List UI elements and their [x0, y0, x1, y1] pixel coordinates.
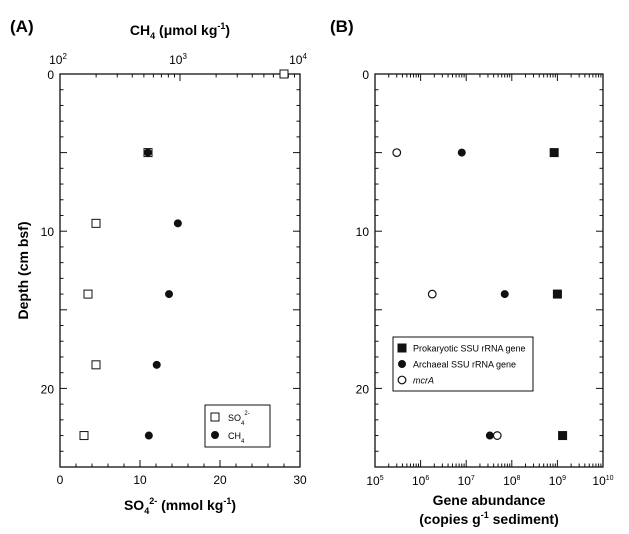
legend-b-label: Prokaryotic SSU rRNA gene [413, 344, 526, 354]
legend-b-swatch [397, 375, 407, 385]
so4-point [279, 69, 289, 79]
panel-label-a: (A) [10, 17, 34, 36]
ch4-point [152, 360, 161, 369]
archaeal-point [457, 148, 466, 157]
legend-b-swatch [397, 343, 407, 353]
x-tick-label-a-top: 104 [289, 52, 307, 67]
panel-b: (B) 0 10 20 105 106 107 108 109 1010 Gene abundanc… [330, 17, 614, 527]
so4-point [79, 431, 89, 441]
y-tick-label-b: 0 [362, 68, 369, 82]
so4-point [83, 289, 93, 299]
archaeal-point [485, 431, 494, 440]
so4-point [91, 360, 101, 370]
legend-b [392, 336, 534, 392]
y-axis-title: Depth (cm bsf) [15, 222, 31, 320]
mcra-point [392, 148, 402, 158]
so4-point [91, 218, 101, 228]
legend-b-swatch [398, 360, 406, 368]
x-axis-title-b: Gene abundance [433, 492, 546, 508]
legend-a-label: CH4 [228, 431, 245, 445]
prokaryotic-point [549, 148, 559, 158]
x-tick-label-b: 109 [549, 474, 566, 488]
plot-frame-b [374, 73, 604, 468]
x-tick-label-b: 107 [458, 474, 475, 488]
x-tick-label-a-bottom: 30 [293, 473, 307, 487]
legend-a [204, 404, 271, 448]
legend-a-swatch [210, 412, 220, 422]
prokaryotic-point [558, 431, 568, 441]
x-tick-label-a-bottom: 0 [57, 473, 64, 487]
archaeal-point [500, 290, 509, 299]
x-tick-label-b: 108 [503, 474, 520, 488]
ch4-point [165, 290, 174, 299]
mcra-point [492, 431, 502, 440]
ch4-point [144, 431, 153, 440]
x-tick-label-b: 106 [412, 474, 429, 488]
y-tick-label-b: 10 [356, 225, 370, 239]
x-tick-label-b: 105 [366, 474, 383, 488]
x-tick-label-a-top: 102 [49, 52, 67, 67]
ch4-point [143, 148, 152, 157]
x-axis-title-b-line2: (copies g-1 sediment) [419, 510, 559, 527]
legend-b-label: Archaeal SSU rRNA gene [413, 360, 516, 370]
mcra-point [427, 289, 437, 299]
prokaryotic-point [552, 289, 562, 299]
x-tick-label-a-bottom: 10 [133, 473, 147, 487]
panel-a: (A) 0 10 20 0 10 20 30 102 103 104 CH4 (μmol kg-1) S… [10, 17, 307, 516]
legend-a-label: SO42- [228, 411, 250, 427]
x-axis-title-a-bottom: SO42- (mmol kg-1) [124, 496, 236, 516]
x-tick-label-a-top: 103 [169, 52, 187, 67]
legend-a-swatch [211, 431, 219, 439]
y-tick-label-b: 20 [356, 382, 370, 396]
y-tick-label-a: 20 [41, 382, 55, 396]
y-tick-label-a: 0 [47, 68, 54, 82]
x-axis-title-a-top: CH4 (μmol kg-1) [130, 21, 230, 41]
x-tick-label-a-bottom: 20 [213, 473, 227, 487]
panel-label-b: (B) [330, 17, 354, 36]
x-tick-label-b: 1010 [592, 474, 613, 488]
y-tick-label-a: 10 [41, 225, 55, 239]
legend-b-label: mcrA [413, 376, 434, 386]
ch4-point [173, 219, 182, 228]
